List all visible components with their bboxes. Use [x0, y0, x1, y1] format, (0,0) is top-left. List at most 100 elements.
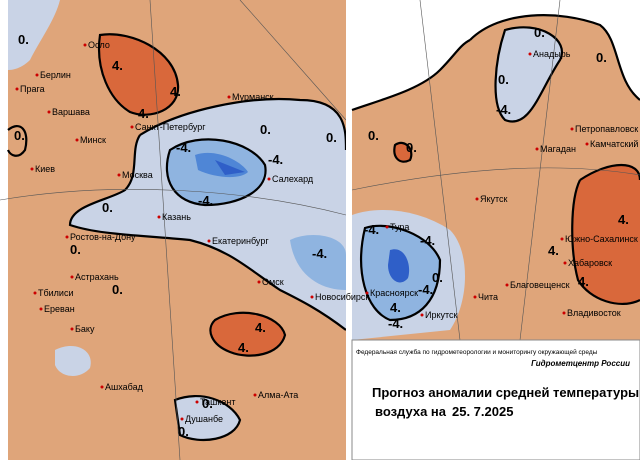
city-name: Анадырь [533, 49, 571, 59]
city-dot [180, 417, 184, 421]
coldest-area [388, 249, 410, 283]
city-name: Тура [390, 222, 409, 232]
city-name: Киев [35, 164, 55, 174]
city-dot [35, 73, 39, 77]
city-dot [75, 138, 79, 142]
forecast-date: 25. 7.2025 [452, 404, 513, 419]
isoline-label: -4. [388, 316, 403, 331]
cool-area [175, 396, 240, 440]
city-name: Камчатский [590, 139, 638, 149]
isoline-label: 0. [498, 72, 509, 87]
isoline-label: 0. [326, 130, 337, 145]
isoline [6, 125, 28, 157]
city-name: Ростов-на-Дону [70, 232, 136, 242]
city-dot [570, 127, 574, 131]
city-name: Осло [88, 40, 110, 50]
isoline-label: 4. [112, 58, 123, 73]
isoline-label: 0. [14, 128, 25, 143]
isoline-label: 0. [260, 122, 271, 137]
isoline [360, 224, 442, 322]
isoline-label: 4. [618, 212, 629, 227]
isoline-label: -4. [418, 282, 433, 297]
isoline-label: 0. [202, 396, 213, 411]
city-name: Екатеринбург [212, 236, 269, 246]
isoline-label: -4. [312, 246, 327, 261]
city-name: Петропавловск [575, 124, 638, 134]
city-dot [39, 307, 43, 311]
cool-area [55, 346, 91, 376]
isoline-label: -4. [176, 140, 191, 155]
legend-title: Прогноз аномалии средней температуры [372, 385, 639, 400]
isoline-label: 0. [112, 282, 123, 297]
city-dot [65, 235, 69, 239]
isoline-label: 0. [406, 140, 417, 155]
city-name: Чита [478, 292, 498, 302]
panel-divider [346, 0, 352, 460]
center-name: Гидрометцентр России [531, 359, 630, 368]
city-dot [535, 147, 539, 151]
city-dot [473, 295, 477, 299]
city-name: Санкт-Петербург [135, 122, 206, 132]
graticule [351, 0, 640, 341]
city-dot [475, 197, 479, 201]
isoline-label: 0. [102, 200, 113, 215]
city-name: Южно-Сахалинск [565, 234, 638, 244]
city-dot [560, 237, 564, 241]
city-name: Астрахань [75, 272, 119, 282]
isoline [351, 14, 640, 112]
city-dot [100, 385, 104, 389]
isoline-label: 0. [368, 128, 379, 143]
city-name: Душанбе [185, 414, 223, 424]
hot-area [210, 312, 285, 356]
city-name: Баку [75, 324, 95, 334]
cool-area [8, 0, 60, 70]
isoline-label: -4. [496, 102, 511, 117]
isoline [165, 138, 267, 207]
isoline [97, 33, 180, 116]
city-dot [30, 167, 34, 171]
city-dot [83, 43, 87, 47]
city-name: Мурманск [232, 92, 274, 102]
city-dot [420, 313, 424, 317]
hot-area [572, 165, 640, 304]
city-name: Казань [162, 212, 191, 222]
isoline-label: 4. [548, 243, 559, 258]
isoline-label: -4. [198, 193, 213, 208]
isoline [494, 26, 563, 123]
city-name: Алма-Ата [258, 390, 298, 400]
city-dot [70, 327, 74, 331]
city-dot [195, 400, 199, 404]
isoline-label: 0. [178, 424, 189, 439]
cold-area [290, 235, 346, 290]
city-dot [365, 291, 369, 295]
isoline [393, 141, 413, 163]
city-name: Ташкент [200, 397, 235, 407]
isoline-label: 0. [534, 25, 545, 40]
isoline-label: 4. [390, 300, 401, 315]
isoline-label: 0. [432, 270, 443, 285]
city-name: Якутск [480, 194, 508, 204]
city-name: Благовещенск [510, 280, 570, 290]
city-name: Магадан [540, 144, 576, 154]
isoline-label: 4. [578, 274, 589, 289]
isoline-label: -4. [268, 152, 283, 167]
cool-area [495, 27, 562, 122]
isoline-label: 4. [138, 106, 149, 121]
city-dot [310, 295, 314, 299]
hot-area [99, 34, 179, 115]
agency-name: Федеральная служба по гидрометеорологии … [356, 348, 598, 356]
city-name: Ереван [44, 304, 75, 314]
city-dot [528, 52, 532, 56]
city-dot [257, 280, 261, 284]
city-name: Прага [20, 84, 45, 94]
city-name: Берлин [40, 70, 71, 80]
isoline [173, 395, 242, 442]
isoline-label: 0. [596, 50, 607, 65]
city-name: Омск [262, 277, 284, 287]
right-map [351, 0, 640, 341]
isoline-label: 4. [170, 84, 181, 99]
city-name: Владивосток [567, 308, 621, 318]
city-dot [253, 393, 257, 397]
city-dot [15, 87, 19, 91]
city-dot [33, 291, 37, 295]
